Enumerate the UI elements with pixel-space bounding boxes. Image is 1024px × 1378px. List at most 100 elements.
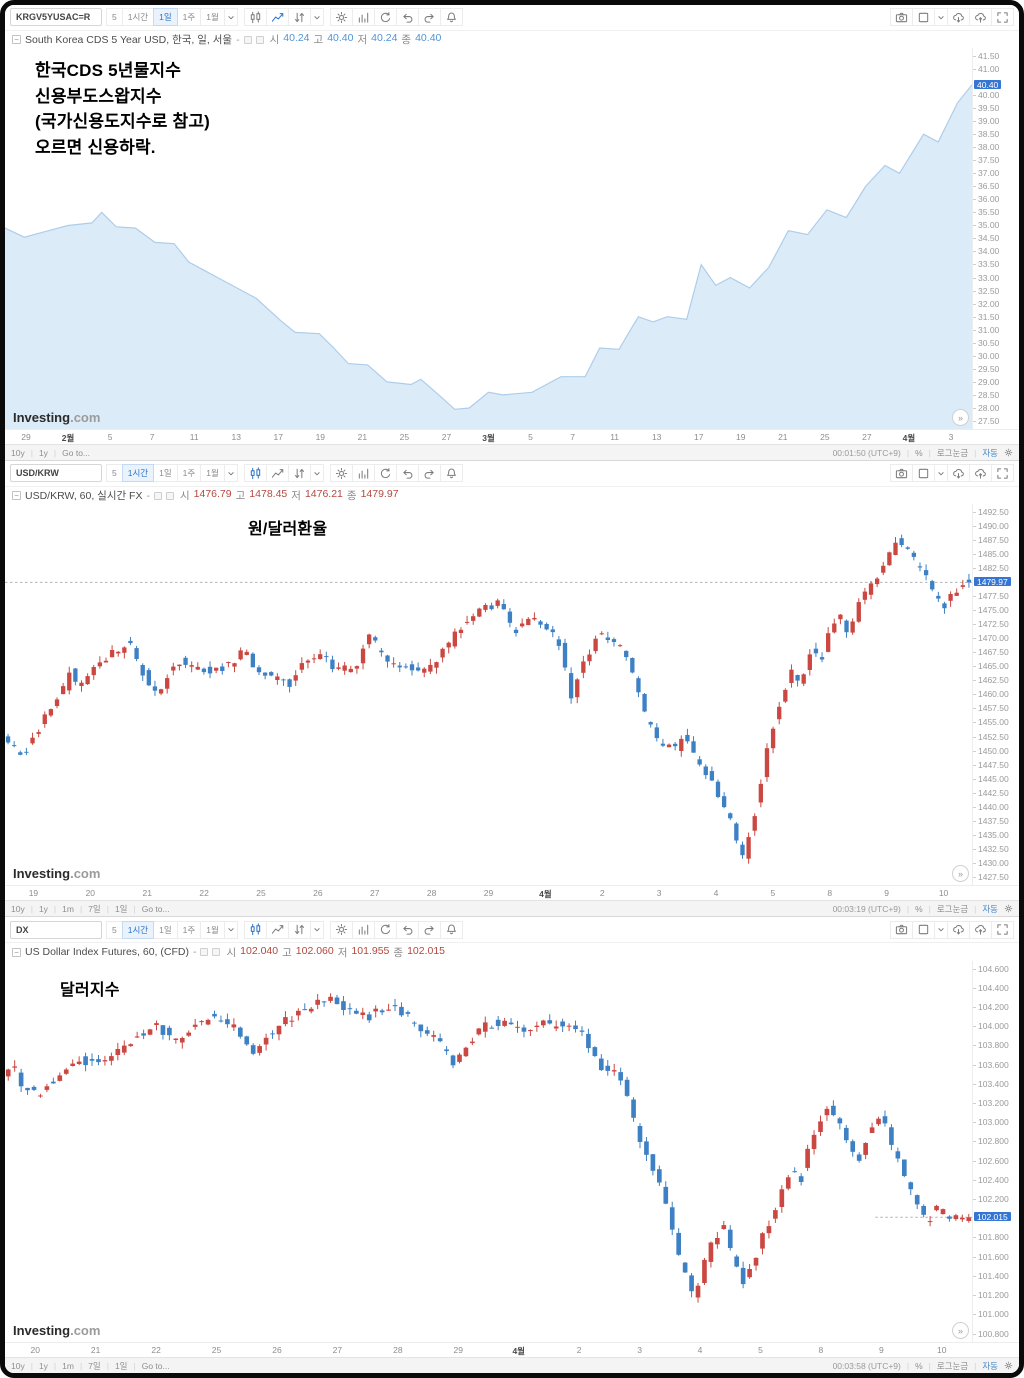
cloud-upload-button[interactable] bbox=[969, 8, 992, 27]
cloud-upload-button[interactable] bbox=[969, 920, 992, 939]
log-scale-button[interactable]: 로그눈금 bbox=[936, 903, 969, 914]
camera-button[interactable] bbox=[890, 464, 913, 483]
chart-plot-area[interactable]: 원/달러환율 Investing.com » bbox=[5, 504, 972, 885]
settings-icon[interactable] bbox=[1004, 1361, 1013, 1370]
baseline-style-button[interactable] bbox=[287, 8, 311, 27]
style-dropdown-button[interactable] bbox=[309, 464, 324, 483]
time-axis[interactable]: 19 20 21 22 25 26 27 28 29 4월 2 3 4 5 8 9 10 bbox=[5, 885, 1019, 900]
undo-button[interactable] bbox=[395, 8, 419, 27]
range-button-1-[interactable]: 1일 bbox=[114, 1360, 128, 1371]
mini-toggle-icon[interactable] bbox=[243, 35, 252, 44]
compare-loop-button[interactable] bbox=[373, 920, 397, 939]
interval-button-3[interactable]: 1일 bbox=[153, 8, 178, 27]
scroll-right-button[interactable]: » bbox=[952, 865, 969, 883]
range-button-1y[interactable]: 1y bbox=[38, 447, 48, 458]
range-button-1y[interactable]: 1y bbox=[38, 1360, 48, 1371]
symbol-input[interactable]: KRGV5YUSAC=R bbox=[10, 8, 102, 27]
fullscreen-button[interactable] bbox=[991, 8, 1014, 27]
range-button-10y[interactable]: 10y bbox=[11, 1360, 25, 1371]
fullscreen-button[interactable] bbox=[991, 920, 1014, 939]
auto-scale-button[interactable]: 자동 bbox=[982, 447, 998, 458]
range-button-10y[interactable]: 10y bbox=[11, 447, 25, 458]
alert-bell-button[interactable] bbox=[439, 464, 463, 483]
mini-toggle-icon[interactable] bbox=[153, 491, 162, 500]
range-button-10y[interactable]: 10y bbox=[11, 903, 25, 914]
fullscreen-button[interactable] bbox=[991, 464, 1014, 483]
percent-scale-button[interactable]: % bbox=[915, 1360, 923, 1371]
line-style-button[interactable] bbox=[265, 8, 289, 27]
interval-dropdown-button[interactable] bbox=[223, 920, 238, 939]
line-style-button[interactable] bbox=[265, 920, 289, 939]
chart-plot-area[interactable]: 달러지수 Investing.com » bbox=[5, 961, 972, 1342]
redo-button[interactable] bbox=[417, 464, 441, 483]
cloud-download-button[interactable] bbox=[947, 8, 970, 27]
redo-button[interactable] bbox=[417, 8, 441, 27]
range-button-7-[interactable]: 7일 bbox=[88, 903, 101, 914]
cloud-upload-button[interactable] bbox=[969, 464, 992, 483]
alert-bell-button[interactable] bbox=[439, 8, 463, 27]
collapse-panel-icon[interactable]: − bbox=[12, 35, 21, 45]
symbol-input[interactable]: DX bbox=[10, 920, 102, 939]
interval-button-2[interactable]: 1시간 bbox=[121, 8, 155, 27]
layout-button[interactable] bbox=[912, 8, 935, 27]
collapse-panel-icon[interactable]: − bbox=[12, 491, 21, 501]
mini-toggle-icon[interactable] bbox=[212, 948, 221, 956]
line-style-button[interactable] bbox=[265, 464, 289, 483]
range-button-go-to-[interactable]: Go to... bbox=[141, 903, 170, 914]
candlestick-style-button[interactable] bbox=[243, 8, 267, 27]
settings-gear-button[interactable] bbox=[329, 464, 353, 483]
chart-plot-area[interactable]: 한국CDS 5년물지수 신용부도스왑지수 (국가신용도지수로 참고) 오르면 신용하락… bbox=[5, 48, 972, 430]
candlestick-style-button[interactable] bbox=[243, 920, 267, 939]
price-axis[interactable]: 104.600 104.400 104.200 104.000 103.800 103.6… bbox=[972, 961, 1019, 1342]
range-button-1-[interactable]: 1일 bbox=[114, 903, 128, 914]
mini-toggle-icon[interactable] bbox=[200, 948, 209, 956]
interval-button-5[interactable]: 1월 bbox=[200, 920, 225, 939]
candlestick-style-button[interactable] bbox=[243, 464, 267, 483]
interval-button-3[interactable]: 1일 bbox=[153, 920, 178, 939]
indicators-button[interactable] bbox=[351, 920, 375, 939]
undo-button[interactable] bbox=[395, 920, 419, 939]
log-scale-button[interactable]: 로그눈금 bbox=[936, 1360, 969, 1371]
price-axis[interactable]: 1492.50 1490.00 1487.50 1485.00 1482.50 1477.… bbox=[972, 504, 1019, 886]
interval-dropdown-button[interactable] bbox=[223, 8, 238, 27]
undo-button[interactable] bbox=[395, 464, 419, 483]
time-axis[interactable]: 29 2월 5 7 11 13 17 19 21 25 27 3월 5 7 11 13 17 19 21 25 27 4월… bbox=[5, 429, 1019, 444]
layout-button[interactable] bbox=[912, 920, 935, 939]
baseline-style-button[interactable] bbox=[287, 920, 311, 939]
settings-gear-button[interactable] bbox=[329, 920, 353, 939]
interval-button-2[interactable]: 1시간 bbox=[121, 920, 155, 939]
percent-scale-button[interactable]: % bbox=[915, 903, 923, 914]
interval-button-4[interactable]: 1주 bbox=[176, 920, 202, 939]
alert-bell-button[interactable] bbox=[439, 920, 463, 939]
auto-scale-button[interactable]: 자동 bbox=[982, 1360, 998, 1371]
camera-button[interactable] bbox=[890, 920, 913, 939]
interval-button-5[interactable]: 1월 bbox=[200, 464, 225, 483]
auto-scale-button[interactable]: 자동 bbox=[982, 903, 998, 914]
interval-button-2[interactable]: 1시간 bbox=[121, 464, 155, 483]
indicators-button[interactable] bbox=[351, 464, 375, 483]
indicators-button[interactable] bbox=[351, 8, 375, 27]
cloud-download-button[interactable] bbox=[947, 920, 970, 939]
camera-button[interactable] bbox=[890, 8, 913, 27]
style-dropdown-button[interactable] bbox=[309, 8, 324, 27]
mini-toggle-icon[interactable] bbox=[165, 491, 174, 500]
interval-button-3[interactable]: 1일 bbox=[153, 464, 178, 483]
interval-button-4[interactable]: 1주 bbox=[176, 8, 202, 27]
style-dropdown-button[interactable] bbox=[309, 920, 324, 939]
scroll-right-button[interactable]: » bbox=[952, 409, 969, 427]
interval-dropdown-button[interactable] bbox=[223, 464, 238, 483]
time-axis[interactable]: 20 21 22 25 26 27 28 29 4월 2 3 4 5 8 9 10 bbox=[5, 1342, 1019, 1357]
range-button-go-to-[interactable]: Go to... bbox=[62, 447, 91, 458]
layout-dropdown-button[interactable] bbox=[934, 920, 948, 939]
range-button-1m[interactable]: 1m bbox=[62, 1360, 74, 1371]
settings-gear-button[interactable] bbox=[329, 8, 353, 27]
settings-icon[interactable] bbox=[1004, 904, 1013, 913]
layout-dropdown-button[interactable] bbox=[934, 8, 948, 27]
redo-button[interactable] bbox=[417, 920, 441, 939]
compare-loop-button[interactable] bbox=[373, 8, 397, 27]
range-button-7-[interactable]: 7일 bbox=[88, 1360, 101, 1371]
scroll-right-button[interactable]: » bbox=[952, 1322, 969, 1339]
price-axis[interactable]: 41.50 41.00 40.00 39.50 39.00 38.50 38.00 37.50… bbox=[972, 48, 1019, 430]
collapse-panel-icon[interactable]: − bbox=[12, 947, 21, 957]
range-button-1m[interactable]: 1m bbox=[62, 903, 74, 914]
